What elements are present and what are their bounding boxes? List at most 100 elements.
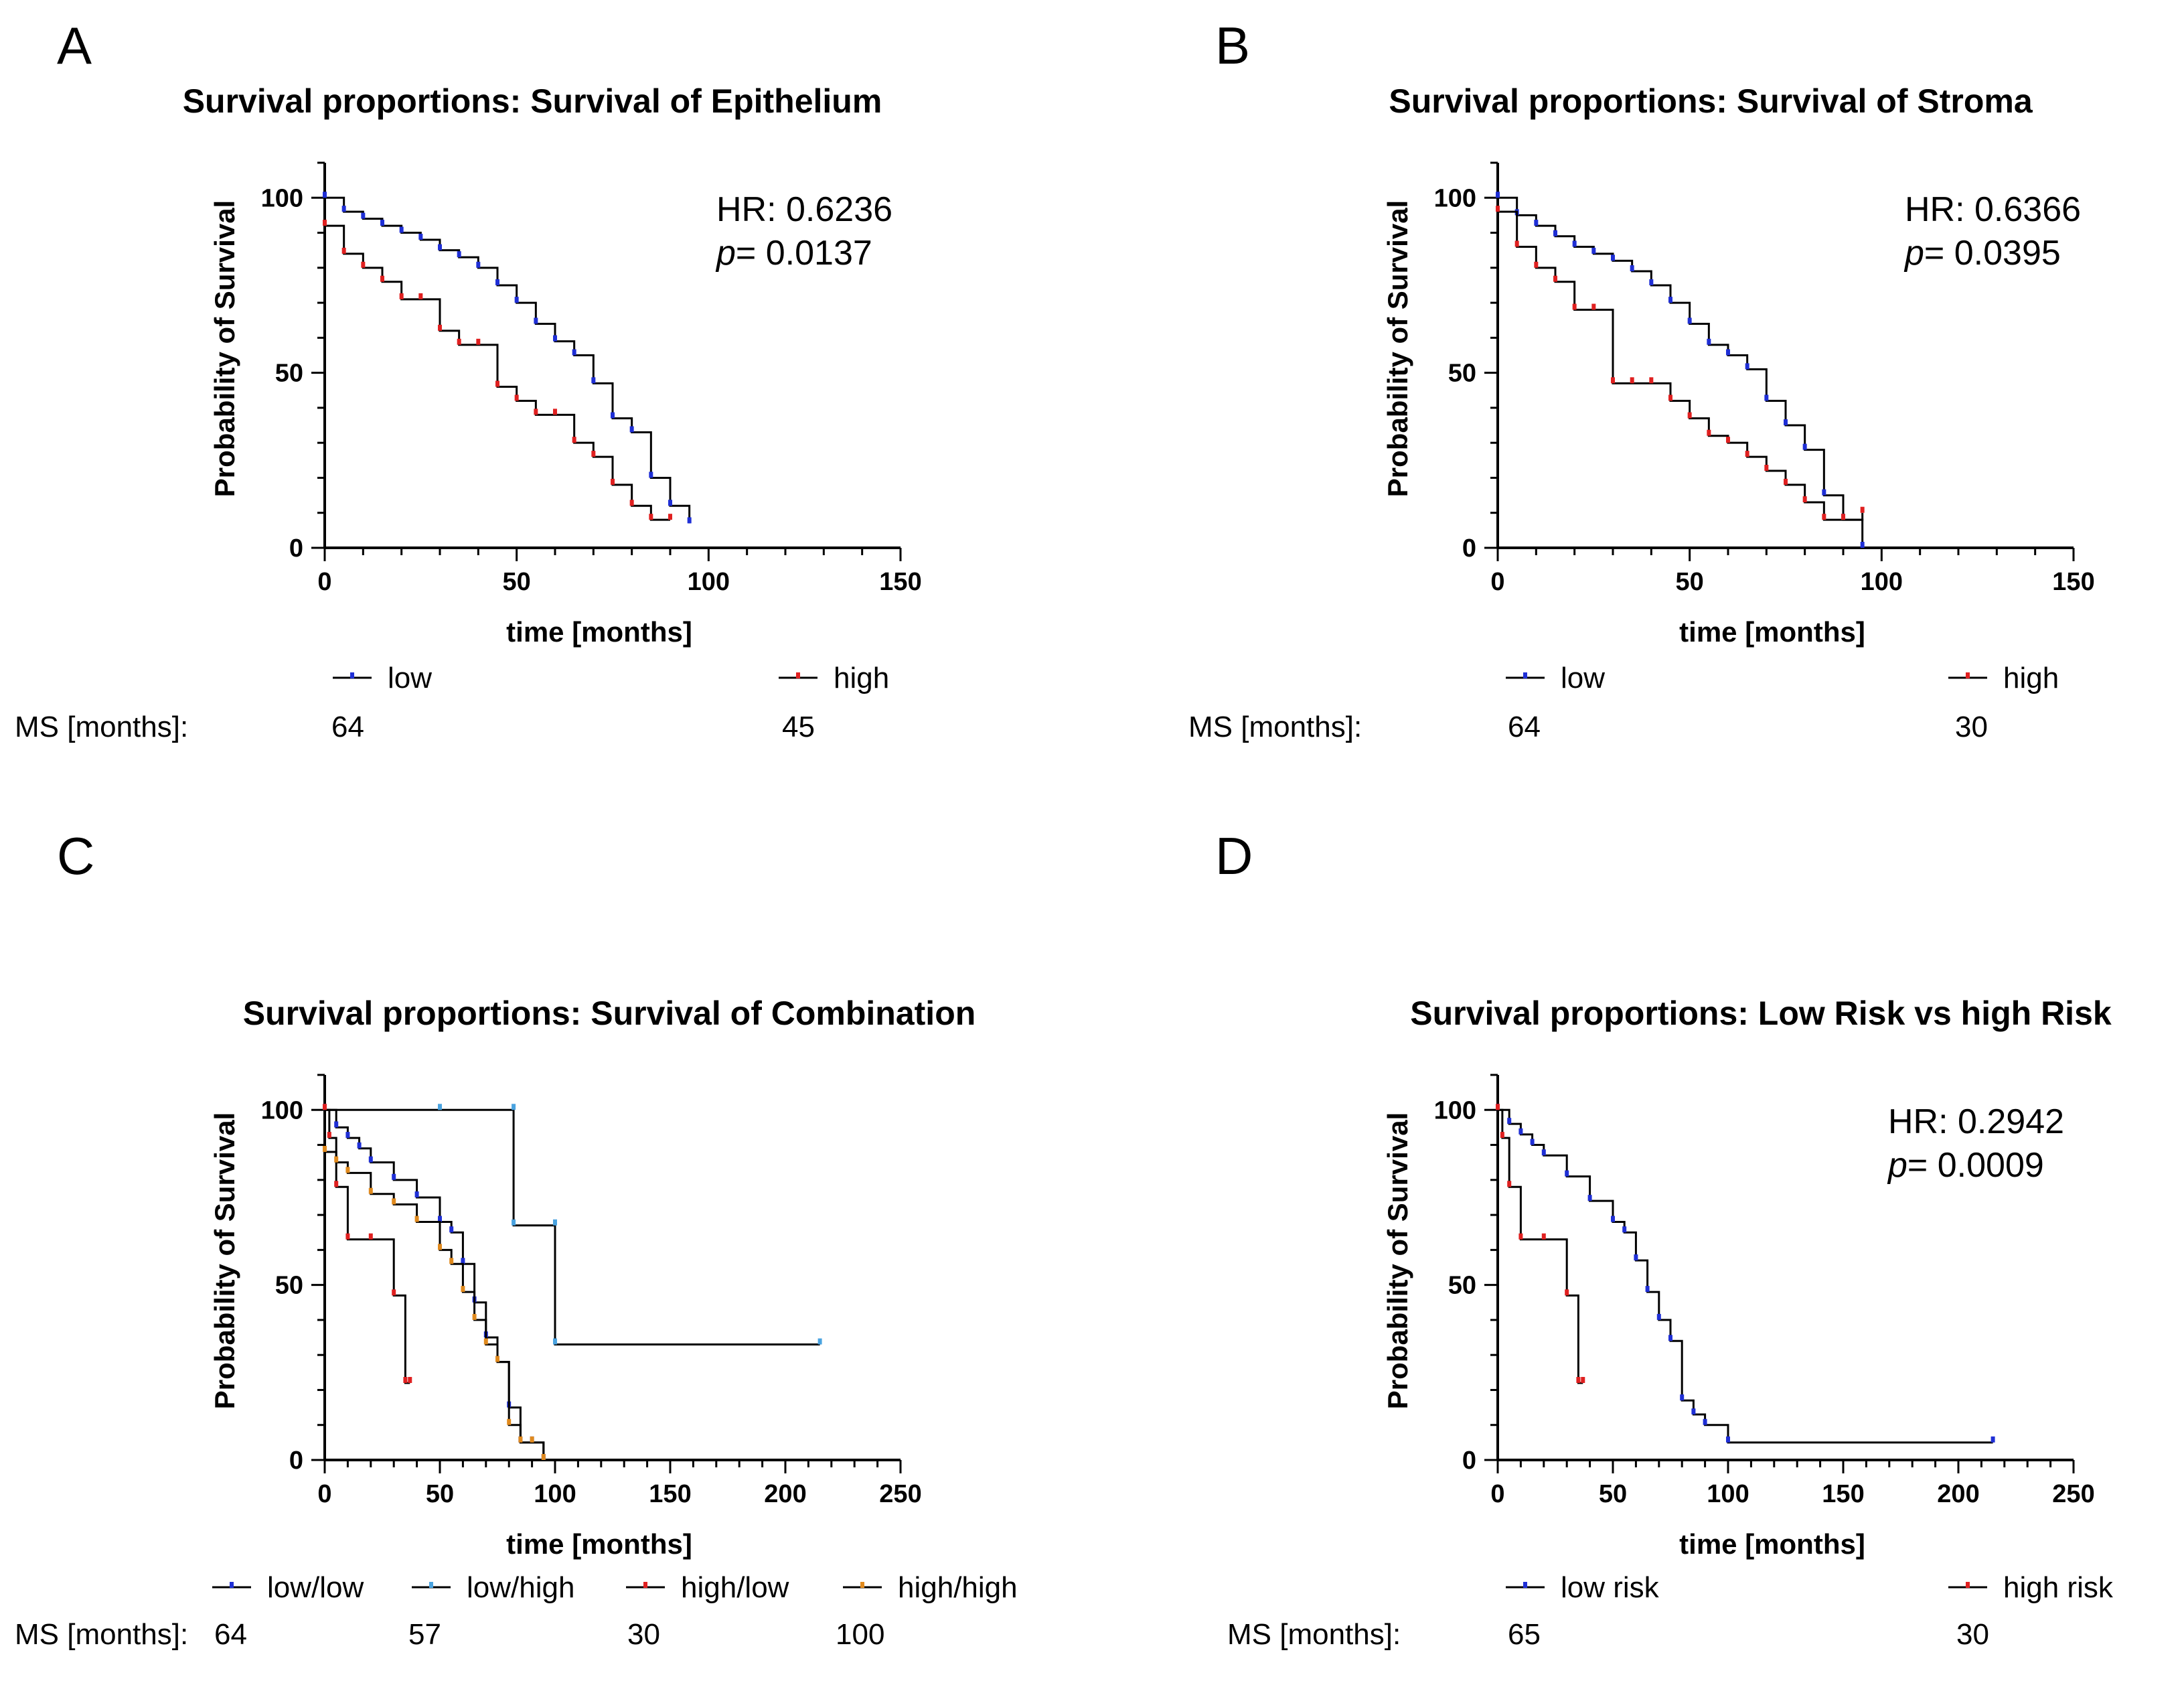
- y-tick-label: 100: [261, 1096, 303, 1124]
- censor-mark: [512, 1104, 516, 1110]
- censor-mark: [345, 1132, 350, 1139]
- censor-mark: [1645, 1286, 1650, 1293]
- legend-label: low: [1561, 662, 1605, 694]
- censor-mark: [1581, 1377, 1585, 1383]
- p-value-number: = 0.0009: [1907, 1146, 2044, 1185]
- censor-mark: [341, 247, 346, 254]
- censor-mark: [1668, 297, 1672, 303]
- y-tick-label: 100: [1434, 184, 1476, 212]
- censor-mark: [1745, 363, 1749, 370]
- censor-mark: [553, 409, 557, 415]
- censor-mark: [1687, 317, 1692, 324]
- censor-mark: [1591, 303, 1596, 310]
- censor-mark: [1500, 1132, 1504, 1139]
- censor-mark: [1541, 1149, 1546, 1156]
- censor-mark: [461, 1258, 465, 1264]
- censor-mark: [392, 1198, 396, 1205]
- censor-mark: [361, 261, 366, 268]
- censor-mark: [1553, 275, 1557, 282]
- x-tick-label: 50: [1599, 1480, 1627, 1508]
- y-tick-label: 50: [1448, 1272, 1476, 1300]
- chart-panel-d: D Survival proportions: Low Risk vs high …: [1215, 826, 2114, 1651]
- panel-letter: B: [1215, 16, 1250, 75]
- censor-mark: [1530, 1139, 1535, 1145]
- survival-curve-high: [1498, 210, 1864, 521]
- censor-mark: [1860, 506, 1865, 513]
- censor-mark: [1496, 206, 1500, 212]
- censor-mark: [1541, 1233, 1546, 1240]
- censor-mark: [1534, 261, 1539, 268]
- median-survival-value: 45: [782, 711, 815, 743]
- censor-mark: [357, 1142, 362, 1149]
- censor-mark: [668, 500, 672, 506]
- censor-mark: [403, 1377, 408, 1383]
- censor-mark: [1726, 1436, 1730, 1443]
- censor-mark: [341, 206, 346, 212]
- x-tick-label: 150: [879, 568, 921, 596]
- x-axis-label: time [months]: [506, 1528, 692, 1560]
- censor-mark: [1802, 496, 1807, 503]
- censor-mark: [1587, 1195, 1592, 1201]
- x-tick-label: 250: [879, 1480, 921, 1508]
- censor-mark: [449, 1226, 454, 1233]
- censor-mark: [534, 409, 538, 415]
- legend-label: high: [2003, 662, 2059, 694]
- censor-mark: [414, 1191, 419, 1197]
- censor-mark: [1822, 514, 1826, 520]
- censor-mark: [334, 1121, 339, 1128]
- censor-mark: [1656, 1313, 1661, 1320]
- median-survival-value: 30: [1955, 711, 1988, 743]
- censor-mark: [483, 1338, 488, 1345]
- censor-mark: [399, 293, 404, 299]
- censor-mark: [438, 244, 442, 250]
- censor-mark: [512, 1219, 516, 1226]
- median-survival-label: MS [months]:: [1227, 1618, 1401, 1651]
- censor-mark: [368, 1233, 373, 1240]
- legend-marker: [1523, 1582, 1527, 1588]
- legend-marker: [1966, 1582, 1970, 1588]
- censor-mark: [591, 377, 596, 384]
- hazard-ratio: HR: 0.2942: [1888, 1102, 2064, 1141]
- censor-mark: [392, 1289, 396, 1296]
- censor-mark: [1784, 419, 1788, 426]
- median-survival-value: 100: [836, 1618, 884, 1651]
- legend-marker: [350, 672, 354, 678]
- x-tick-label: 150: [1822, 1480, 1864, 1508]
- y-tick-label: 0: [1462, 1447, 1476, 1475]
- censor-mark: [1630, 265, 1634, 272]
- censor-mark: [418, 293, 423, 299]
- censor-mark: [1707, 429, 1711, 436]
- hazard-ratio: HR: 0.6366: [1905, 190, 2081, 229]
- median-survival-label: MS [months]:: [15, 1618, 188, 1651]
- p-symbol: p: [1903, 234, 1924, 273]
- survival-curve-high-risk: [1498, 1108, 1583, 1384]
- legend-marker: [796, 672, 800, 678]
- legend-marker: [429, 1582, 433, 1588]
- chart-panel-c: C Survival proportions: Survival of Combi…: [15, 826, 1018, 1651]
- x-tick-label: 200: [764, 1480, 806, 1508]
- censor-mark: [629, 426, 634, 433]
- censor-mark: [518, 1436, 523, 1443]
- legend-marker: [860, 1582, 864, 1588]
- x-tick-label: 150: [2052, 568, 2094, 596]
- p-value: p= 0.0009: [1887, 1146, 2044, 1185]
- median-survival-value: 30: [1956, 1618, 1989, 1651]
- censor-mark: [495, 380, 499, 387]
- censor-mark: [553, 335, 557, 342]
- censor-mark: [399, 226, 404, 233]
- chart-title: Survival proportions: Survival of Epithe…: [183, 82, 882, 120]
- legend-label: low: [388, 662, 432, 694]
- censor-mark: [495, 1356, 499, 1362]
- y-axis-label: Probability of Survival: [1382, 1112, 1413, 1409]
- censor-mark: [476, 261, 481, 268]
- x-tick-label: 0: [317, 568, 331, 596]
- censor-mark: [668, 514, 672, 520]
- censor-mark: [1572, 240, 1577, 247]
- x-tick-label: 100: [1707, 1480, 1749, 1508]
- censor-mark: [1576, 1377, 1581, 1383]
- legend-marker: [230, 1582, 234, 1588]
- censor-mark: [591, 451, 596, 457]
- censor-mark: [408, 1377, 412, 1383]
- censor-mark: [438, 1104, 442, 1110]
- legend-label: high/low: [681, 1571, 789, 1604]
